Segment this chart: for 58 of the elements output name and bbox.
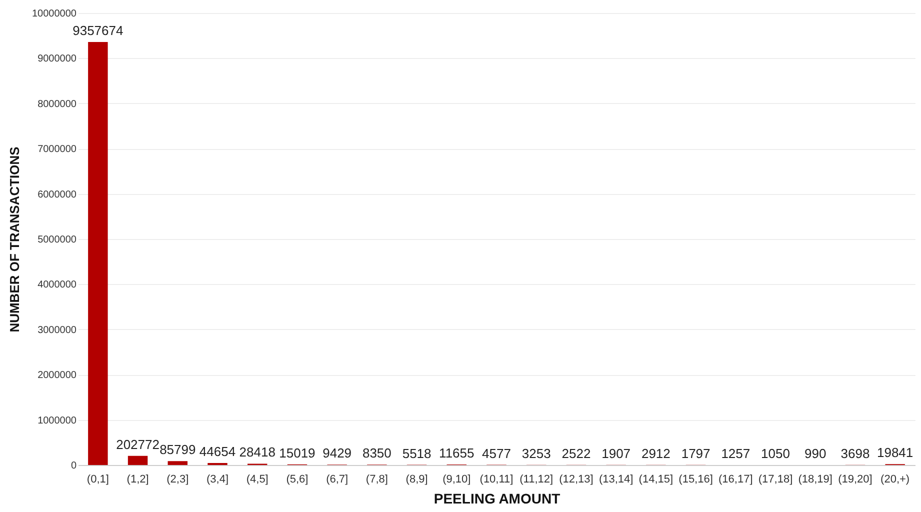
x-tick-label: (9,10] bbox=[442, 474, 471, 486]
data-label: 2522 bbox=[562, 446, 591, 461]
x-axis-title: PEELING AMOUNT bbox=[434, 490, 561, 506]
y-tick-label: 3000000 bbox=[38, 324, 77, 336]
x-tick-label: (15,16] bbox=[678, 474, 713, 486]
data-label: 85799 bbox=[160, 442, 196, 458]
x-tick-label: (2,3] bbox=[166, 474, 189, 486]
data-label: 4577 bbox=[482, 446, 511, 461]
x-tick-label: (10,11] bbox=[480, 474, 514, 486]
x-tick-label: (4,5] bbox=[246, 474, 268, 486]
data-label: 1907 bbox=[602, 446, 631, 461]
x-tick-label: (12,13] bbox=[559, 474, 594, 486]
y-tick-label: 2000000 bbox=[38, 370, 77, 382]
data-label: 1050 bbox=[761, 446, 790, 461]
y-tick-label: 9000000 bbox=[38, 54, 77, 65]
x-tick-label: (13,14] bbox=[598, 474, 634, 486]
x-tick-label: (7,8] bbox=[366, 474, 388, 486]
data-label: 2912 bbox=[641, 446, 670, 461]
y-tick-label: 7000000 bbox=[38, 144, 77, 156]
data-label: 990 bbox=[804, 446, 826, 461]
y-tick-label: 8000000 bbox=[38, 98, 77, 110]
y-axis-title: NUMBER OF TRANSACTIONS bbox=[7, 146, 22, 332]
x-tick-label: (20,+) bbox=[880, 474, 910, 486]
data-label: 28418 bbox=[239, 444, 276, 460]
data-label: 11655 bbox=[439, 445, 474, 460]
data-label: 8350 bbox=[362, 446, 392, 461]
y-tick-label: 1000000 bbox=[38, 415, 77, 426]
x-tick-label: (0,1] bbox=[86, 474, 109, 486]
data-label: 15019 bbox=[279, 445, 316, 460]
data-label: 5518 bbox=[402, 446, 432, 461]
x-tick-label: (6,7] bbox=[326, 474, 348, 486]
data-label: 44654 bbox=[199, 444, 236, 459]
x-tick-label: (19,20] bbox=[838, 474, 872, 486]
data-label: 19841 bbox=[876, 445, 914, 460]
y-tick-label: 6000000 bbox=[38, 189, 77, 200]
data-label: 202772 bbox=[116, 436, 160, 452]
x-tick-label: (17,18] bbox=[758, 474, 793, 486]
y-tick-label: 10000000 bbox=[32, 8, 77, 20]
x-tick-label: (11,12] bbox=[520, 474, 554, 486]
x-tick-label: (3,4] bbox=[206, 474, 229, 486]
x-tick-label: (8,9] bbox=[406, 474, 428, 486]
x-tick-label: (16,17] bbox=[718, 474, 753, 486]
x-tick-label: (5,6] bbox=[286, 474, 308, 486]
y-tick-label: 5000000 bbox=[38, 234, 77, 246]
bar bbox=[128, 456, 148, 465]
y-tick-label: 4000000 bbox=[38, 280, 77, 291]
data-label: 3253 bbox=[522, 446, 551, 461]
x-tick-label: (14,15] bbox=[638, 474, 674, 486]
data-label: 1797 bbox=[681, 446, 710, 461]
data-label: 1257 bbox=[721, 446, 750, 461]
x-tick-label: (18,19] bbox=[798, 474, 832, 486]
data-label: 9357674 bbox=[72, 23, 124, 38]
x-tick-label: (1,2] bbox=[126, 474, 149, 486]
data-label: 9429 bbox=[322, 446, 352, 461]
bar bbox=[88, 42, 108, 465]
bar bbox=[168, 461, 188, 465]
y-tick-label: 0 bbox=[70, 460, 77, 472]
data-label: 3698 bbox=[840, 446, 870, 461]
